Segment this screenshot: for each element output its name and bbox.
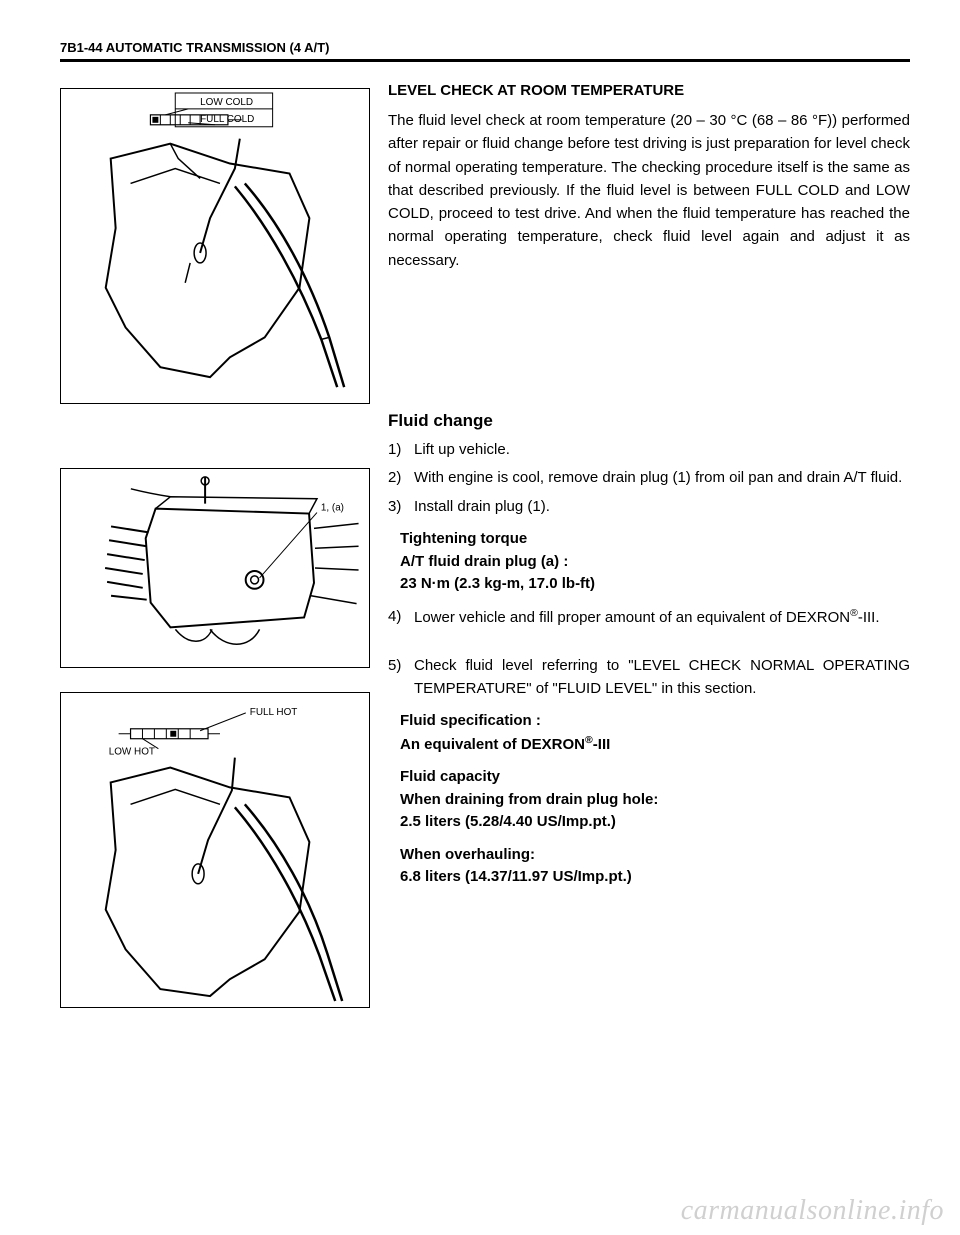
- fig3-low-label: LOW HOT: [109, 747, 155, 758]
- cap-ovh-label: When overhauling:: [400, 844, 910, 867]
- cap-ovh-value: 6.8 liters (14.37/11.97 US/Imp.pt.): [400, 866, 910, 889]
- section1-para: The fluid level check at room temperatur…: [388, 109, 910, 272]
- cap-drain-value: 2.5 liters (5.28/4.40 US/Imp.pt.): [400, 811, 910, 834]
- watermark: carmanualsonline.info: [681, 1195, 944, 1227]
- section1-title: LEVEL CHECK AT ROOM TEMPERATURE: [388, 82, 910, 99]
- step4-b: -III.: [858, 609, 880, 626]
- figure-dipstick-cold: LOW COLD FULL COLD: [60, 88, 370, 404]
- fig1-low-label: LOW COLD: [200, 97, 253, 108]
- header-rule: [60, 59, 910, 62]
- torque-item: A/T fluid drain plug (a) :: [400, 551, 910, 574]
- figure-dipstick-hot: FULL HOT LOW HOT: [60, 692, 370, 1008]
- page-header: 7B1-44 AUTOMATIC TRANSMISSION (4 A/T): [60, 40, 910, 55]
- step-3: Install drain plug (1).: [388, 496, 910, 519]
- torque-block: Tightening torque A/T fluid drain plug (…: [400, 528, 910, 596]
- cap-label: Fluid capacity: [400, 766, 910, 789]
- section2-title: Fluid change: [388, 411, 910, 431]
- reg-mark-2: ®: [585, 734, 593, 746]
- text-column: LEVEL CHECK AT ROOM TEMPERATURE The flui…: [388, 82, 910, 1032]
- spec-label: Fluid specification :: [400, 710, 910, 733]
- fig1-full-label: FULL COLD: [200, 114, 254, 125]
- cap-drain-label: When draining from drain plug hole:: [400, 789, 910, 812]
- step-1: Lift up vehicle.: [388, 439, 910, 462]
- step-5: Check fluid level referring to "LEVEL CH…: [388, 655, 910, 700]
- cap-block: Fluid capacity When draining from drain …: [400, 766, 910, 834]
- torque-label: Tightening torque: [400, 528, 910, 551]
- torque-value: 23 N·m (2.3 kg-m, 17.0 lb-ft): [400, 573, 910, 596]
- reg-mark: ®: [850, 607, 858, 619]
- step-4: Lower vehicle and fill proper amount of …: [388, 606, 910, 630]
- fig2-callout: 1, (a): [321, 503, 344, 514]
- fig3-full-label: FULL HOT: [250, 707, 298, 718]
- cap-ovh-block: When overhauling: 6.8 liters (14.37/11.9…: [400, 844, 910, 889]
- spec-value: An equivalent of DEXRON®-III: [400, 733, 910, 757]
- spec-block: Fluid specification : An equivalent of D…: [400, 710, 910, 756]
- figure-drain-plug: 1, (a): [60, 468, 370, 668]
- step4-a: Lower vehicle and fill proper amount of …: [414, 609, 850, 626]
- spec-value-a: An equivalent of DEXRON: [400, 736, 585, 753]
- figure-column: LOW COLD FULL COLD: [60, 82, 370, 1032]
- step-2: With engine is cool, remove drain plug (…: [388, 467, 910, 490]
- spec-value-b: -III: [593, 736, 611, 753]
